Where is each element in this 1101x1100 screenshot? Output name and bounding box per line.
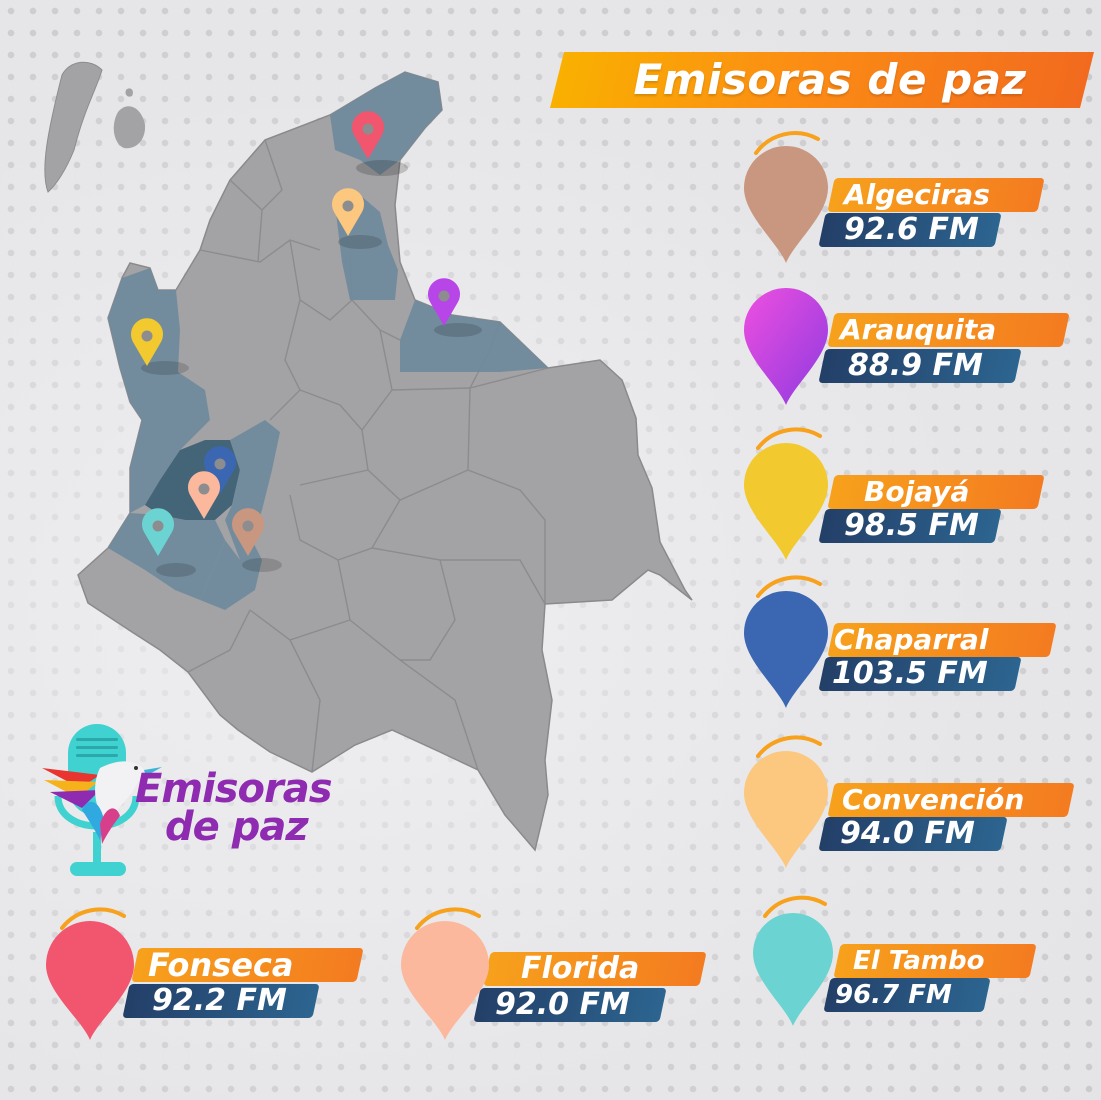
station-name: El Tambo xyxy=(853,946,985,976)
small-island xyxy=(125,88,133,97)
station-arauquita[interactable]: Arauquita 88.9 FM xyxy=(736,283,1076,418)
station-frequency: 94.0 FM xyxy=(840,816,975,851)
location-pin-icon xyxy=(46,907,134,1040)
station-el-tambo[interactable]: El Tambo 96.7 FM xyxy=(745,895,1045,1033)
station-convencion[interactable]: Convención 94.0 FM xyxy=(736,735,1081,873)
station-frequency: 92.0 FM xyxy=(495,987,630,1022)
logo-line-1: Emisoras xyxy=(135,766,333,812)
station-frequency: 98.5 FM xyxy=(844,508,979,543)
station-florida[interactable]: Florida 92.0 FM xyxy=(395,907,715,1045)
map-pin-el-tambo[interactable] xyxy=(142,508,175,556)
station-frequency: 103.5 FM xyxy=(832,656,988,691)
location-pin-icon xyxy=(744,735,828,868)
map-pin-bojaya[interactable] xyxy=(131,318,164,366)
map-pins xyxy=(131,111,482,577)
location-pin-icon xyxy=(744,427,828,560)
logo-line-2: de paz xyxy=(165,804,309,850)
station-fonseca[interactable]: Fonseca 92.2 FM xyxy=(40,907,370,1045)
station-frequency: 96.7 FM xyxy=(835,980,952,1010)
san-andres-island xyxy=(44,61,103,193)
department-borders xyxy=(187,139,549,773)
region-arauca xyxy=(400,300,548,372)
map-pin-algeciras[interactable] xyxy=(232,508,264,556)
region-cauca xyxy=(108,513,225,600)
logo-wordmark: Emisoras de paz xyxy=(135,769,333,850)
map-pin-fonseca[interactable] xyxy=(352,111,384,159)
location-pin-icon xyxy=(744,575,828,708)
map-pin-arauquita[interactable] xyxy=(428,278,460,326)
providencia-island xyxy=(113,106,146,149)
map-pin-florida[interactable] xyxy=(188,471,221,519)
station-name: Fonseca xyxy=(148,946,294,984)
station-name: Florida xyxy=(521,951,640,986)
bird-icon xyxy=(42,761,162,844)
station-frequency: 92.2 FM xyxy=(152,983,287,1018)
station-name: Arauquita xyxy=(840,313,997,346)
location-pin-icon xyxy=(744,131,828,263)
emisoras-de-paz-logo xyxy=(42,724,162,876)
station-chaparral[interactable]: Chaparral 103.5 FM xyxy=(736,575,1066,713)
map-pin-convencion[interactable] xyxy=(332,188,364,236)
page-title: Emisoras de paz xyxy=(633,55,1027,104)
station-name: Convención xyxy=(842,783,1025,816)
station-name: Bojayá xyxy=(864,475,970,508)
region-la-guajira xyxy=(330,72,442,175)
map-pin-chaparral[interactable] xyxy=(204,446,237,494)
region-huila xyxy=(200,540,262,610)
station-frequency: 92.6 FM xyxy=(844,212,979,247)
location-pin-icon xyxy=(401,907,489,1040)
location-pin-icon xyxy=(753,895,833,1026)
station-algeciras[interactable]: Algeciras 92.6 FM xyxy=(736,131,1056,268)
station-frequency: 88.9 FM xyxy=(848,348,983,383)
station-bojaya[interactable]: Bojayá 98.5 FM xyxy=(736,427,1056,565)
station-name: Chaparral xyxy=(834,623,989,656)
location-pin-icon xyxy=(744,288,828,405)
station-name: Algeciras xyxy=(844,178,990,211)
